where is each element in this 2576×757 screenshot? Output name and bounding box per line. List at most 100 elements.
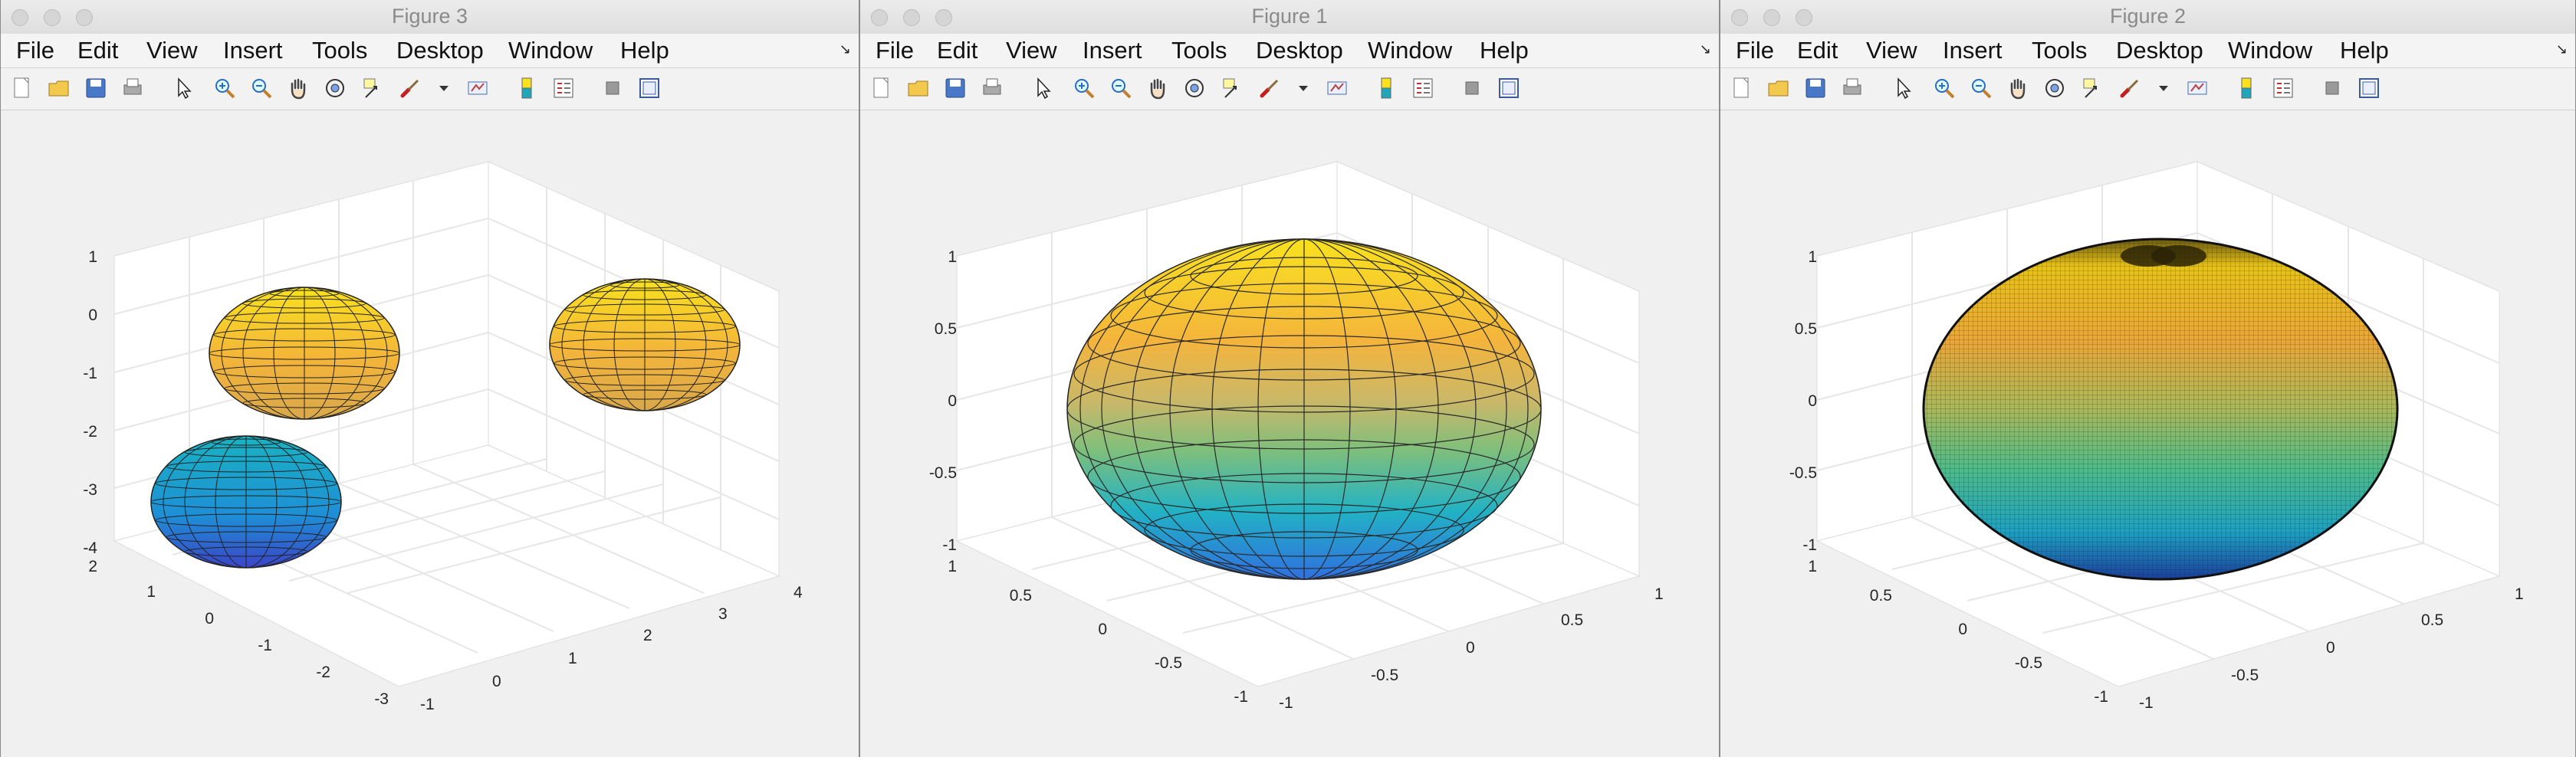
colorbar-icon[interactable] xyxy=(514,76,539,100)
data-cursor-icon[interactable] xyxy=(1221,76,1245,100)
rotate-3d-icon[interactable] xyxy=(1182,76,1207,100)
menu-insert[interactable]: Insert xyxy=(1943,37,2003,64)
show-plot-tools-icon[interactable] xyxy=(2357,76,2381,100)
menu-desktop[interactable]: Desktop xyxy=(1256,37,1343,64)
zoom-button[interactable] xyxy=(1796,9,1812,26)
menu-tools[interactable]: Tools xyxy=(312,37,368,64)
x-tick-label: 1 xyxy=(568,650,577,667)
y-tick-label: -1 xyxy=(1234,688,1248,706)
axes-3d[interactable]: 1 0 -1 -2 -3 -4 2 1 0 -1 -2 -3 -1 0 1 2 … xyxy=(1,110,859,757)
zoom-button[interactable] xyxy=(935,9,952,26)
menu-help[interactable]: Help xyxy=(2340,37,2389,64)
axes-3d[interactable]: 1 0.5 0 -0.5 -1 1 0.5 0 -0.5 -1 -1 -0.5 … xyxy=(860,110,1720,757)
link-plot-icon[interactable] xyxy=(2185,76,2210,100)
print-icon[interactable] xyxy=(1840,76,1865,100)
pan-hand-icon[interactable] xyxy=(2006,76,2030,100)
z-tick-label: 1 xyxy=(88,248,97,266)
rotate-3d-icon[interactable] xyxy=(323,76,347,100)
data-cursor-icon[interactable] xyxy=(2081,76,2105,100)
link-plot-icon[interactable] xyxy=(1325,76,1349,100)
menu-dock-arrow-icon[interactable]: ↘ xyxy=(839,41,851,57)
legend-icon[interactable] xyxy=(2271,76,2295,100)
show-plot-tools-icon[interactable] xyxy=(1497,76,1521,100)
colorbar-icon[interactable] xyxy=(1374,76,1398,100)
hide-plot-tools-icon[interactable] xyxy=(2320,76,2344,100)
menu-help[interactable]: Help xyxy=(620,37,669,64)
open-file-icon[interactable] xyxy=(1766,76,1791,100)
save-icon[interactable] xyxy=(84,76,108,100)
new-figure-icon[interactable] xyxy=(10,76,34,100)
zoom-out-icon[interactable] xyxy=(1109,76,1133,100)
menu-window[interactable]: Window xyxy=(2228,37,2313,64)
menu-view[interactable]: View xyxy=(146,37,198,64)
menu-insert[interactable]: Insert xyxy=(223,37,283,64)
menu-file[interactable]: File xyxy=(16,37,54,64)
brush-icon[interactable] xyxy=(1257,76,1282,100)
edit-plot-arrow-icon[interactable] xyxy=(1030,76,1055,100)
new-figure-icon[interactable] xyxy=(869,76,894,100)
open-file-icon[interactable] xyxy=(906,76,931,100)
menu-window[interactable]: Window xyxy=(1368,37,1453,64)
zoom-in-icon[interactable] xyxy=(1932,76,1957,100)
rotate-3d-icon[interactable] xyxy=(2042,76,2067,100)
title-bar[interactable]: Figure 3 xyxy=(1,0,859,34)
link-plot-icon[interactable] xyxy=(465,76,490,100)
z-tick-label: -2 xyxy=(83,423,97,441)
menu-help[interactable]: Help xyxy=(1480,37,1529,64)
new-figure-icon[interactable] xyxy=(1730,76,1754,100)
menu-window[interactable]: Window xyxy=(508,37,593,64)
show-plot-tools-icon[interactable] xyxy=(637,76,662,100)
z-tick-label: 0.5 xyxy=(1795,320,1817,338)
zoom-out-icon[interactable] xyxy=(249,76,274,100)
menu-dock-arrow-icon[interactable]: ↘ xyxy=(2555,41,2568,57)
legend-icon[interactable] xyxy=(551,76,576,100)
zoom-in-icon[interactable] xyxy=(212,76,237,100)
minimize-button[interactable] xyxy=(44,9,61,26)
menu-file[interactable]: File xyxy=(1736,37,1774,64)
brush-dropdown-icon[interactable] xyxy=(1291,76,1316,100)
menu-bar: File Edit View Insert Tools Desktop Wind… xyxy=(1,34,859,68)
menu-file[interactable]: File xyxy=(876,37,914,64)
zoom-in-icon[interactable] xyxy=(1072,76,1096,100)
print-icon[interactable] xyxy=(980,76,1004,100)
close-button[interactable] xyxy=(12,9,28,26)
menu-insert[interactable]: Insert xyxy=(1083,37,1142,64)
menu-edit[interactable]: Edit xyxy=(1797,37,1838,64)
menu-tools[interactable]: Tools xyxy=(2032,37,2088,64)
pan-hand-icon[interactable] xyxy=(1145,76,1170,100)
hide-plot-tools-icon[interactable] xyxy=(1460,76,1484,100)
open-file-icon[interactable] xyxy=(47,76,71,100)
minimize-button[interactable] xyxy=(1763,9,1780,26)
zoom-button[interactable] xyxy=(76,9,93,26)
pan-hand-icon[interactable] xyxy=(286,76,310,100)
save-icon[interactable] xyxy=(1803,76,1828,100)
hide-plot-tools-icon[interactable] xyxy=(600,76,625,100)
brush-icon[interactable] xyxy=(2118,76,2142,100)
save-icon[interactable] xyxy=(943,76,968,100)
edit-plot-arrow-icon[interactable] xyxy=(1891,76,1915,100)
zoom-out-icon[interactable] xyxy=(1969,76,1993,100)
edit-plot-arrow-icon[interactable] xyxy=(171,76,196,100)
close-button[interactable] xyxy=(871,9,888,26)
close-button[interactable] xyxy=(1731,9,1748,26)
axes-3d[interactable]: 1 0.5 0 -0.5 -1 1 0.5 0 -0.5 -1 -1 -0.5 … xyxy=(1720,110,2576,757)
brush-dropdown-icon[interactable] xyxy=(2151,76,2176,100)
menu-tools[interactable]: Tools xyxy=(1171,37,1227,64)
x-tick-label: 0.5 xyxy=(2421,611,2443,629)
colorbar-icon[interactable] xyxy=(2234,76,2259,100)
minimize-button[interactable] xyxy=(903,9,920,26)
data-cursor-icon[interactable] xyxy=(361,76,386,100)
menu-view[interactable]: View xyxy=(1006,37,1057,64)
menu-edit[interactable]: Edit xyxy=(937,37,978,64)
menu-desktop[interactable]: Desktop xyxy=(396,37,484,64)
brush-icon[interactable] xyxy=(398,76,422,100)
menu-edit[interactable]: Edit xyxy=(77,37,119,64)
menu-dock-arrow-icon[interactable]: ↘ xyxy=(1699,41,1711,57)
brush-dropdown-icon[interactable] xyxy=(432,76,456,100)
menu-view[interactable]: View xyxy=(1866,37,1917,64)
title-bar[interactable]: Figure 1 xyxy=(860,0,1719,34)
legend-icon[interactable] xyxy=(1411,76,1435,100)
title-bar[interactable]: Figure 2 xyxy=(1720,0,2575,34)
print-icon[interactable] xyxy=(120,76,145,100)
menu-desktop[interactable]: Desktop xyxy=(2116,37,2203,64)
